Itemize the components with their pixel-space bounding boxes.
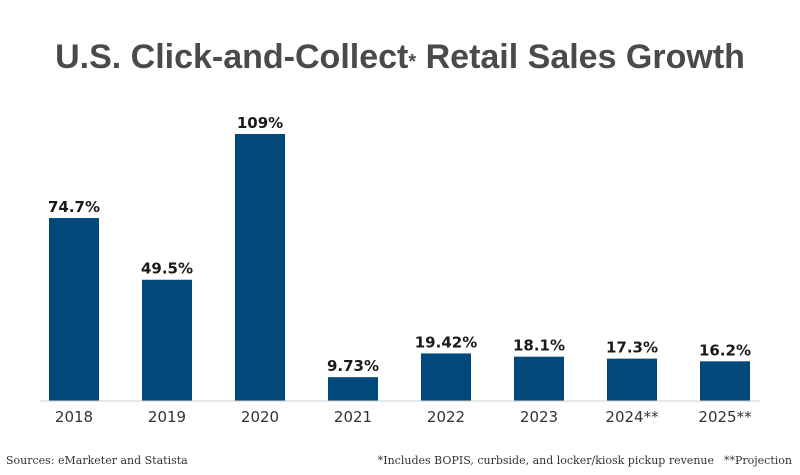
includes-footnote: *Includes BOPIS, curbside, and locker/ki… (378, 454, 714, 467)
x-tick-label-2024: 2024** (605, 408, 659, 426)
x-tick-labels-group: 2018 2019 2020 2021 2022 2023 2024** 2025** (55, 408, 752, 426)
x-tick-label-2018: 2018 (55, 408, 93, 426)
sources-footnote: Sources: eMarketer and Statista (6, 454, 188, 467)
bar-2025 (700, 361, 750, 401)
x-tick-label-2019: 2019 (148, 408, 186, 426)
x-tick-label-2023: 2023 (520, 408, 558, 426)
chart-title-suffix: Retail Sales Growth (416, 38, 745, 76)
value-label-2025: 16.2% (699, 341, 751, 359)
chart-title: U.S. Click-and-Collect* Retail Sales Gro… (55, 38, 745, 76)
bar-2023 (514, 356, 564, 401)
projection-footnote: **Projection (724, 454, 792, 467)
value-label-2021: 9.73% (327, 357, 379, 375)
value-label-2020: 109% (237, 114, 283, 132)
bars-group (49, 134, 750, 401)
value-label-2024: 17.3% (606, 339, 658, 357)
bar-2020 (235, 134, 285, 401)
value-label-2018: 74.7% (48, 198, 100, 216)
bar-2021 (328, 377, 378, 401)
value-labels-group: 74.7% 49.5% 109% 9.73% 19.42% 18.1% 17.3% 16.2% (48, 114, 751, 375)
x-tick-label-2020: 2020 (241, 408, 279, 426)
x-tick-label-2025: 2025** (698, 408, 752, 426)
x-tick-label-2021: 2021 (334, 408, 372, 426)
bar-2022 (421, 353, 471, 401)
chart-title-main: U.S. Click-and-Collect (55, 38, 408, 76)
bar-2019 (142, 279, 192, 401)
value-label-2023: 18.1% (513, 337, 565, 355)
bar-2018 (49, 218, 99, 401)
chart-title-marker: * (408, 51, 416, 73)
bar-2024 (607, 358, 657, 401)
value-label-2019: 49.5% (141, 260, 193, 278)
x-tick-label-2022: 2022 (427, 408, 465, 426)
value-label-2022: 19.42% (415, 333, 477, 351)
